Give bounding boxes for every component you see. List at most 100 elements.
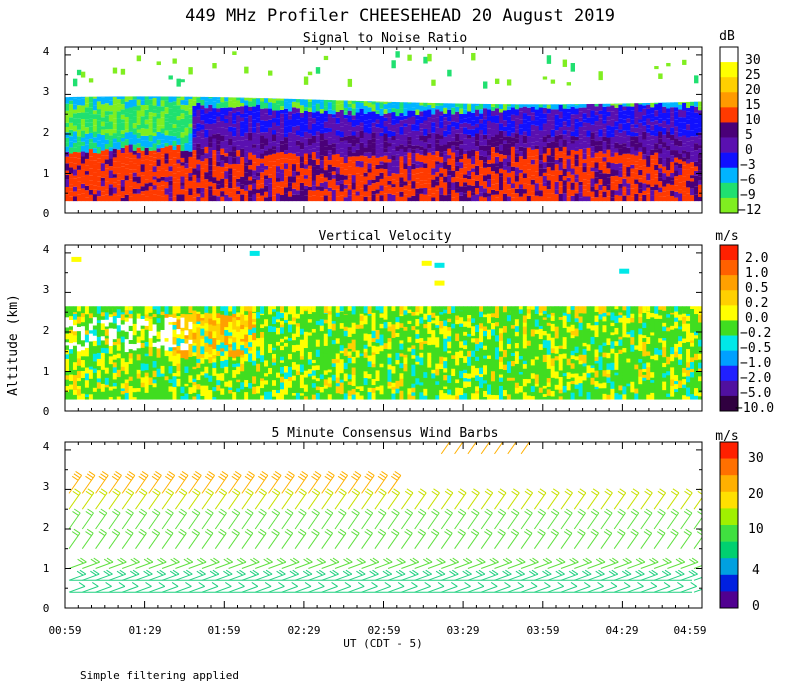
snr-cell (96, 114, 102, 121)
velocity-cell (331, 370, 337, 375)
snr-cell (315, 164, 321, 170)
snr-cell (283, 150, 289, 155)
velocity-cell (379, 306, 384, 313)
velocity-cell (96, 319, 102, 323)
velocity-cell (84, 325, 90, 331)
velocity-cell (419, 374, 424, 383)
snr-cell (232, 107, 237, 114)
velocity-cell (204, 358, 209, 367)
snr-cell (204, 101, 209, 109)
snr-cell (216, 161, 221, 167)
snr-cell (295, 108, 301, 113)
snr-cell (228, 164, 233, 169)
snr-cell (447, 148, 452, 156)
velocity-cell (303, 310, 309, 319)
velocity-cell (116, 382, 122, 387)
velocity-cell (76, 326, 82, 332)
snr-cell (252, 170, 257, 176)
snr-cell (439, 176, 444, 181)
snr-cell (435, 197, 440, 202)
snr-cell (347, 156, 353, 161)
velocity-cell (319, 363, 325, 370)
snr-cell (116, 167, 122, 174)
velocity-cell (136, 330, 142, 337)
velocity-cell (355, 324, 361, 329)
snr-cell (359, 161, 364, 168)
snr-cell (196, 170, 201, 178)
snr-cell (132, 123, 138, 129)
snr-cell (566, 159, 572, 166)
velocity-cell (196, 355, 201, 359)
velocity-cell (104, 353, 110, 359)
velocity-cell (220, 309, 225, 315)
velocity-cell (144, 325, 150, 330)
snr-cell (268, 174, 273, 178)
snr-cell (383, 101, 388, 105)
snr-cell (490, 152, 496, 158)
snr-cell (626, 172, 631, 177)
snr-cell (698, 176, 702, 181)
velocity-cell (303, 347, 309, 356)
snr-cell (276, 152, 281, 160)
velocity-cell (283, 372, 289, 380)
snr-cell (475, 171, 480, 176)
snr-cell (479, 134, 484, 142)
snr-cell (487, 193, 492, 197)
snr-cell (610, 133, 615, 138)
snr-cell (542, 146, 548, 154)
snr-cell (204, 194, 209, 202)
snr-cell (538, 176, 544, 184)
velocity-cell (116, 390, 122, 397)
snr-cell (447, 131, 452, 135)
snr-cell (670, 158, 675, 162)
snr-cell (634, 168, 639, 174)
snr-cell (172, 132, 177, 137)
snr-cell (192, 168, 197, 175)
velocity-cell (80, 321, 86, 327)
velocity-cell (423, 343, 428, 351)
velocity-cell (327, 350, 333, 359)
snr-cell (132, 176, 138, 182)
snr-cell (626, 141, 631, 148)
velocity-cell (164, 370, 169, 377)
velocity-cell (168, 386, 173, 392)
velocity-cell (200, 395, 205, 400)
velocity-cell (303, 317, 309, 327)
snr-cell (487, 116, 492, 121)
snr-cell (224, 122, 229, 129)
snr-cell (315, 67, 321, 74)
snr-cell (136, 176, 142, 184)
snr-cell (144, 179, 150, 184)
velocity-cell (387, 364, 392, 370)
snr-cell (208, 186, 213, 190)
snr-cell (192, 100, 197, 106)
snr-cell (622, 119, 627, 124)
snr-cell (582, 119, 587, 123)
snr-cell (471, 104, 476, 113)
snr-cell (558, 111, 564, 119)
velocity-cell (363, 328, 368, 334)
snr-cell (88, 184, 94, 190)
snr-cell (510, 120, 516, 128)
snr-cell (698, 153, 702, 159)
snr-cell (483, 175, 488, 182)
snr-cell (622, 146, 627, 154)
snr-cell (299, 117, 305, 123)
velocity-cell (192, 381, 197, 386)
snr-cell (383, 117, 388, 122)
velocity-cell (120, 357, 126, 364)
velocity-cell (92, 387, 98, 392)
snr-cell (176, 152, 181, 160)
snr-cell (184, 163, 189, 169)
snr-cell (120, 99, 126, 105)
velocity-cell (411, 391, 416, 396)
velocity-cell (339, 311, 345, 319)
velocity-cell (303, 388, 309, 392)
snr-cell (208, 104, 213, 112)
snr-cell (176, 138, 181, 145)
snr-cell (530, 130, 536, 138)
snr-cell (598, 190, 603, 195)
snr-cell (423, 155, 428, 164)
snr-cell (634, 127, 639, 133)
snr-cell (690, 188, 695, 196)
